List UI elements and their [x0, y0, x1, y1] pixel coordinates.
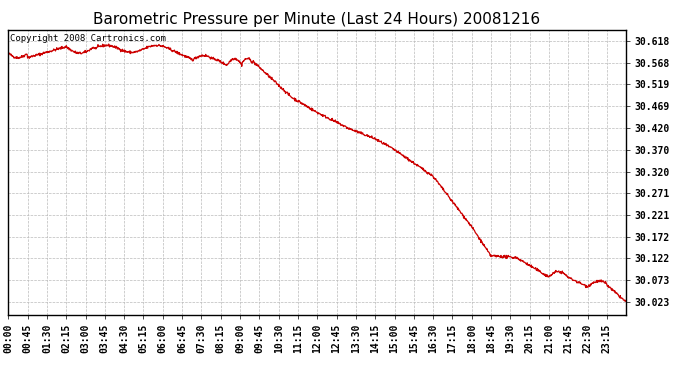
- Title: Barometric Pressure per Minute (Last 24 Hours) 20081216: Barometric Pressure per Minute (Last 24 …: [93, 12, 541, 27]
- Text: Copyright 2008 Cartronics.com: Copyright 2008 Cartronics.com: [10, 34, 166, 43]
